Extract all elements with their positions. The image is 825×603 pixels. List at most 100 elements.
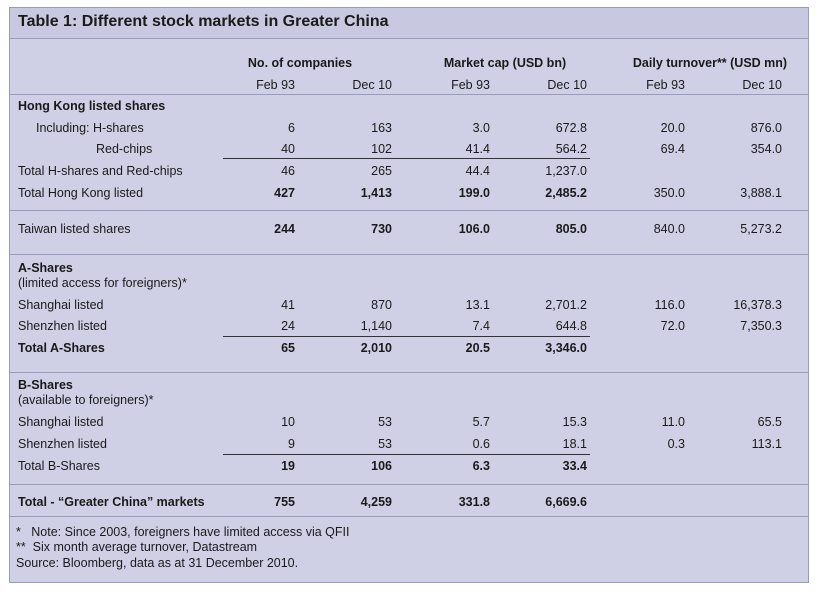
footnote-source: Source: Bloomberg, data as at 31 Decembe… bbox=[16, 556, 299, 570]
table-cell: 44.4 bbox=[465, 164, 490, 178]
table-cell: 10 bbox=[281, 415, 295, 429]
subtotal-underline bbox=[223, 336, 590, 337]
row-label-total-a: Total A-Shares bbox=[18, 341, 105, 355]
table-cell: 2,485.2 bbox=[545, 186, 587, 200]
row-label-shenzhen-b: Shenzhen listed bbox=[18, 437, 107, 451]
table-cell: 0.6 bbox=[472, 437, 490, 451]
header-market-cap: Market cap (USD bn) bbox=[443, 56, 567, 70]
footer-separator bbox=[10, 516, 808, 517]
section-separator bbox=[10, 254, 808, 255]
table-cell: 102 bbox=[371, 142, 392, 156]
table-cell: 7,350.3 bbox=[740, 319, 782, 333]
table-cell: 244 bbox=[274, 222, 295, 236]
row-label-h-shares: Including: H-shares bbox=[36, 121, 144, 135]
subheader-feb93-companies: Feb 93 bbox=[256, 78, 295, 92]
table-cell: 16,378.3 bbox=[733, 298, 782, 312]
table-cell: 163 bbox=[371, 121, 392, 135]
table-cell: 265 bbox=[371, 164, 392, 178]
table-cell: 1,237.0 bbox=[545, 164, 587, 178]
table-cell: 65 bbox=[281, 341, 295, 355]
row-label-hong-kong-listed: Hong Kong listed shares bbox=[18, 99, 166, 113]
subheader-dec10-marketcap: Dec 10 bbox=[547, 78, 587, 92]
header-no-of-companies: No. of companies bbox=[247, 56, 353, 70]
row-label-total-hong-kong: Total Hong Kong listed bbox=[18, 186, 144, 200]
footnote-turnover: ** Six month average turnover, Datastrea… bbox=[16, 540, 258, 554]
table-cell: 15.3 bbox=[562, 415, 587, 429]
table-cell: 24 bbox=[281, 319, 295, 333]
table-cell: 46 bbox=[281, 164, 295, 178]
table-frame: Table 1: Different stock markets in Grea… bbox=[9, 7, 809, 583]
table-cell: 3.0 bbox=[472, 121, 490, 135]
table-cell: 564.2 bbox=[555, 142, 587, 156]
table-cell: 876.0 bbox=[750, 121, 782, 135]
table-cell: 11.0 bbox=[661, 415, 685, 429]
table-cell: 805.0 bbox=[555, 222, 587, 236]
table-cell: 870 bbox=[371, 298, 392, 312]
table-cell: 672.8 bbox=[555, 121, 587, 135]
table-cell: 3,346.0 bbox=[545, 341, 587, 355]
row-label-taiwan: Taiwan listed shares bbox=[18, 222, 131, 236]
row-label-shanghai-a: Shanghai listed bbox=[18, 298, 104, 312]
table-cell: 2,701.2 bbox=[545, 298, 587, 312]
table-cell: 116.0 bbox=[654, 298, 685, 312]
subheader-feb93-turnover: Feb 93 bbox=[646, 78, 685, 92]
subheader-dec10-turnover: Dec 10 bbox=[742, 78, 782, 92]
table-cell: 41 bbox=[281, 298, 295, 312]
table-cell: 0.3 bbox=[667, 437, 685, 451]
table-cell: 4,259 bbox=[360, 495, 392, 509]
table-cell: 331.8 bbox=[458, 495, 490, 509]
section-separator bbox=[10, 372, 808, 373]
subtotal-underline bbox=[223, 454, 590, 455]
table-cell: 20.5 bbox=[465, 341, 490, 355]
row-label-b-shares: B-Shares bbox=[18, 378, 73, 392]
subtotal-underline bbox=[223, 158, 590, 159]
subheader-dec10-companies: Dec 10 bbox=[352, 78, 392, 92]
table-cell: 7.4 bbox=[472, 319, 490, 333]
table-title: Table 1: Different stock markets in Grea… bbox=[18, 13, 389, 30]
table-cell: 106 bbox=[371, 459, 392, 473]
footnote-qfii: * Note: Since 2003, foreigners have limi… bbox=[16, 525, 350, 539]
table-cell: 40 bbox=[281, 142, 295, 156]
table-cell: 6 bbox=[288, 121, 295, 135]
table-cell: 840.0 bbox=[653, 222, 685, 236]
table-cell: 350.0 bbox=[653, 186, 685, 200]
row-label-a-shares: A-Shares bbox=[18, 261, 73, 275]
table-cell: 354.0 bbox=[750, 142, 782, 156]
table-cell: 18.1 bbox=[562, 437, 587, 451]
table-cell: 5,273.2 bbox=[740, 222, 782, 236]
table-cell: 19 bbox=[281, 459, 295, 473]
table-cell: 1,140 bbox=[360, 319, 392, 333]
table-cell: 755 bbox=[274, 495, 295, 509]
table-cell: 65.5 bbox=[757, 415, 782, 429]
row-label-a-shares-note: (limited access for foreigners)* bbox=[18, 276, 187, 290]
header-daily-turnover: Daily turnover** (USD mn) bbox=[632, 56, 788, 70]
subheader-feb93-marketcap: Feb 93 bbox=[451, 78, 490, 92]
table-cell: 6,669.6 bbox=[545, 495, 587, 509]
table-cell: 41.4 bbox=[465, 142, 490, 156]
table-cell: 20.0 bbox=[660, 121, 685, 135]
table-cell: 5.7 bbox=[472, 415, 490, 429]
table-cell: 53 bbox=[378, 415, 392, 429]
section-separator bbox=[10, 484, 808, 485]
table-cell: 106.0 bbox=[458, 222, 490, 236]
table-cell: 427 bbox=[274, 186, 295, 200]
table-cell: 3,888.1 bbox=[740, 186, 782, 200]
table-cell: 2,010 bbox=[360, 341, 392, 355]
row-label-total-h-red: Total H-shares and Red-chips bbox=[18, 164, 183, 178]
section-separator bbox=[10, 210, 808, 211]
row-label-total-greater-china: Total - “Greater China” markets bbox=[18, 495, 205, 509]
table-cell: 13.1 bbox=[465, 298, 490, 312]
table-cell: 113.1 bbox=[751, 437, 782, 451]
table-cell: 199.0 bbox=[458, 186, 490, 200]
table-cell: 1,413 bbox=[360, 186, 392, 200]
title-bar: Table 1: Different stock markets in Grea… bbox=[10, 8, 808, 39]
row-label-shanghai-b: Shanghai listed bbox=[18, 415, 104, 429]
row-label-red-chips: Red-chips bbox=[96, 142, 153, 156]
table-cell: 69.4 bbox=[660, 142, 685, 156]
table-cell: 53 bbox=[378, 437, 392, 451]
header-separator bbox=[10, 94, 808, 95]
table-cell: 72.0 bbox=[660, 319, 685, 333]
table-cell: 730 bbox=[371, 222, 392, 236]
table-cell: 644.8 bbox=[555, 319, 587, 333]
row-label-shenzhen-a: Shenzhen listed bbox=[18, 319, 107, 333]
